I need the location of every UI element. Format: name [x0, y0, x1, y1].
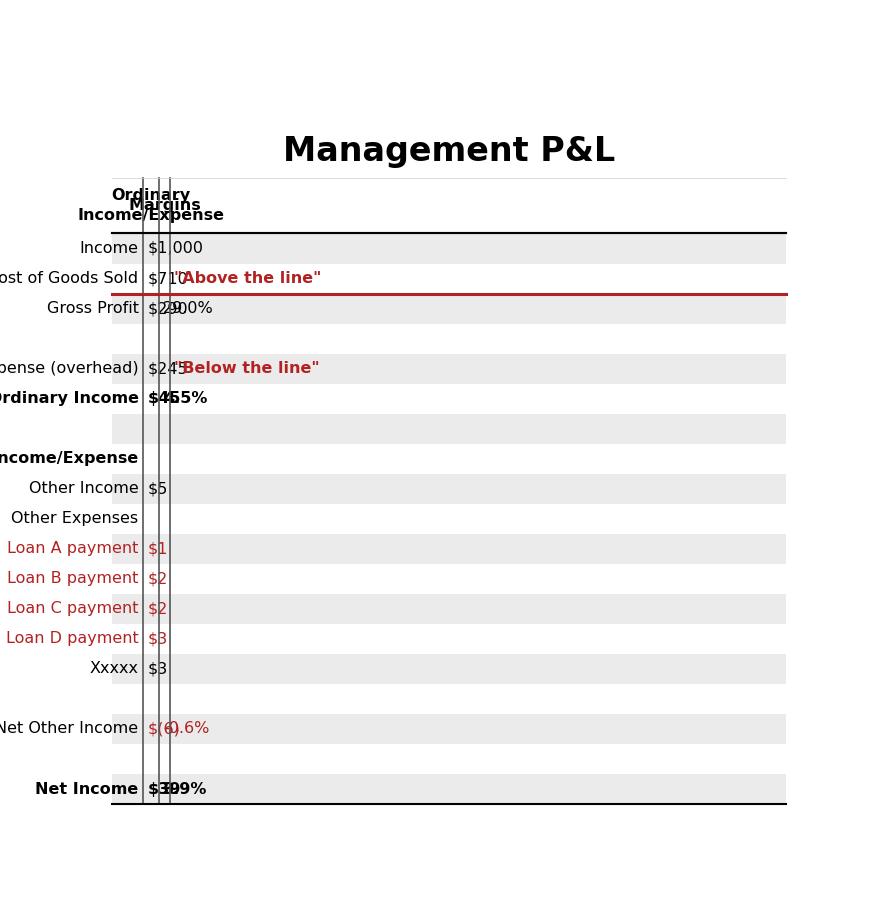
Text: Loan D payment: Loan D payment — [6, 631, 138, 646]
Bar — [112, 444, 786, 473]
Bar — [112, 594, 786, 624]
Text: Other Income/Expense: Other Income/Expense — [0, 451, 138, 466]
Text: $2: $2 — [148, 601, 168, 617]
Text: $45: $45 — [148, 391, 181, 406]
Text: Loan B payment: Loan B payment — [7, 572, 138, 586]
Text: Loan C payment: Loan C payment — [7, 601, 138, 617]
Text: Management P&L: Management P&L — [283, 134, 615, 167]
Text: Expense (overhead): Expense (overhead) — [0, 361, 138, 376]
Bar — [112, 178, 786, 233]
Text: Ordinary
Income/Expense: Ordinary Income/Expense — [77, 188, 224, 223]
Bar — [112, 774, 786, 804]
Bar — [112, 744, 786, 774]
Text: 3.9%: 3.9% — [163, 781, 208, 797]
Text: $5: $5 — [148, 482, 168, 496]
Bar — [112, 504, 786, 534]
Bar — [112, 293, 786, 323]
Text: $3: $3 — [148, 631, 168, 646]
Text: Gross Profit: Gross Profit — [46, 301, 138, 316]
Bar — [112, 624, 786, 654]
Text: $(6): $(6) — [148, 721, 180, 736]
Text: Income: Income — [80, 241, 138, 256]
Bar — [112, 264, 786, 293]
Bar — [112, 534, 786, 564]
Bar — [112, 714, 786, 744]
Text: Cost of Goods Sold: Cost of Goods Sold — [0, 271, 138, 286]
Bar — [112, 383, 786, 414]
Text: $710: $710 — [148, 271, 188, 286]
Text: Margins: Margins — [128, 199, 201, 213]
Bar — [112, 354, 786, 383]
Text: Other Income: Other Income — [29, 482, 138, 496]
Text: "Below the line": "Below the line" — [174, 361, 320, 376]
Bar — [112, 654, 786, 684]
Text: 29.0%: 29.0% — [163, 301, 214, 316]
Text: $3: $3 — [148, 662, 168, 676]
Text: $245: $245 — [148, 361, 188, 376]
Bar — [112, 564, 786, 594]
Text: $1: $1 — [148, 541, 168, 556]
Text: Xxxxx: Xxxxx — [89, 662, 138, 676]
Text: "Above the line": "Above the line" — [174, 271, 321, 286]
Bar — [112, 684, 786, 714]
Text: Net Ordinary Income: Net Ordinary Income — [0, 391, 138, 406]
Text: Net Other Income: Net Other Income — [0, 721, 138, 736]
Text: Loan A payment: Loan A payment — [7, 541, 138, 556]
Text: Net Income: Net Income — [35, 781, 138, 797]
Bar — [112, 233, 786, 264]
Text: $2: $2 — [148, 572, 168, 586]
Bar — [112, 323, 786, 354]
Text: $1,000: $1,000 — [148, 241, 204, 256]
Text: -0.6%: -0.6% — [163, 721, 209, 736]
Text: Other Expenses: Other Expenses — [11, 511, 138, 527]
Text: $39: $39 — [148, 781, 181, 797]
Text: 4.5%: 4.5% — [163, 391, 208, 406]
Text: $290: $290 — [148, 301, 188, 316]
Bar — [112, 473, 786, 504]
Bar — [112, 414, 786, 444]
